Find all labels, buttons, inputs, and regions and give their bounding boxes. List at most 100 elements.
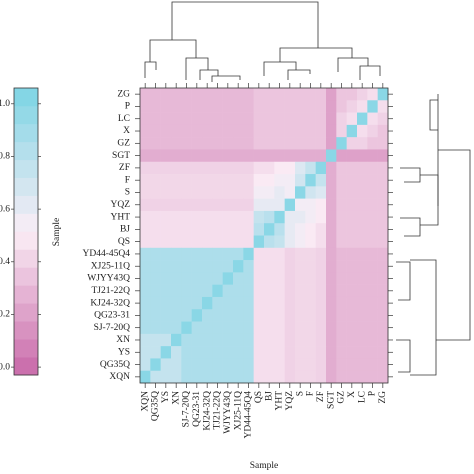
heat-cell	[202, 296, 213, 310]
heat-cell	[305, 161, 316, 175]
heat-cell	[233, 100, 244, 113]
heat-cell	[295, 333, 306, 347]
heat-cell	[212, 186, 223, 199]
heat-cell	[191, 198, 203, 212]
heat-cell	[181, 235, 192, 249]
heat-cell	[357, 112, 368, 126]
heat-cell	[191, 333, 203, 347]
heat-cell	[212, 260, 223, 273]
heat-cell	[202, 174, 213, 187]
heat-cell	[191, 137, 203, 150]
heat-cell	[377, 370, 389, 384]
heat-cell	[171, 333, 182, 347]
heat-cell	[243, 161, 254, 175]
heat-cell	[305, 112, 316, 126]
heat-cell	[357, 100, 368, 113]
heat-cell	[377, 149, 389, 163]
heat-cell	[284, 333, 296, 347]
heat-cell	[284, 174, 296, 187]
heat-cell	[243, 112, 254, 126]
heat-cell	[150, 124, 161, 138]
heat-cell	[243, 247, 254, 261]
heat-cell	[150, 260, 161, 273]
heat-cell	[233, 309, 244, 322]
heat-cell	[346, 88, 358, 101]
heat-cell	[243, 260, 254, 273]
heat-cell	[212, 358, 223, 372]
heat-cell	[212, 333, 223, 347]
x-tick-label: P	[368, 391, 378, 396]
heat-cell	[181, 284, 192, 298]
heat-cell	[212, 198, 223, 212]
heat-cell	[222, 100, 234, 113]
heat-cell	[243, 284, 254, 298]
heat-cell	[264, 124, 275, 138]
x-axis-title: Sample	[250, 461, 279, 471]
y-tick-label: QG35Q	[100, 360, 130, 370]
heat-cell	[274, 186, 285, 199]
heat-cell	[336, 333, 347, 347]
heat-cell	[274, 112, 285, 126]
heat-cell	[346, 186, 358, 199]
heat-cell	[150, 100, 161, 113]
y-tick-label: XN	[116, 335, 130, 345]
heat-cell	[212, 346, 223, 359]
y-tick-label: BJ	[120, 225, 130, 235]
heat-cell	[264, 198, 275, 212]
heat-cell	[202, 235, 213, 249]
heat-cell	[367, 333, 378, 347]
heat-cell	[243, 309, 254, 322]
heat-cell	[222, 309, 234, 322]
heat-cell	[171, 284, 182, 298]
heat-cell	[305, 149, 316, 163]
x-tick-label: XN	[171, 391, 181, 405]
x-tick-label: BJ	[264, 391, 274, 401]
heat-cell	[150, 272, 161, 285]
heat-cell	[181, 223, 192, 236]
heat-cell	[305, 247, 316, 261]
heat-cell	[222, 88, 234, 101]
heat-cell	[253, 223, 265, 236]
heat-cell	[253, 198, 265, 212]
colorbar-step	[14, 267, 38, 286]
heat-cell	[191, 161, 203, 175]
heat-cell	[140, 235, 151, 249]
heat-cell	[212, 137, 223, 150]
heat-cell	[367, 124, 378, 138]
heat-cell	[326, 235, 337, 249]
heat-cell	[315, 235, 327, 249]
heat-cell	[336, 186, 347, 199]
heat-cell	[274, 321, 285, 335]
heat-cell	[233, 124, 244, 138]
heat-cell	[191, 100, 203, 113]
heat-cell	[357, 223, 368, 236]
heat-cell	[336, 137, 347, 150]
heat-cell	[212, 161, 223, 175]
heat-cell	[305, 88, 316, 101]
heat-cell	[326, 100, 337, 113]
heat-cell	[284, 358, 296, 372]
heat-cell	[295, 174, 306, 187]
heat-cell	[326, 198, 337, 212]
heat-cell	[222, 124, 234, 138]
heat-cell	[140, 272, 151, 285]
heat-cell	[150, 346, 161, 359]
heat-cell	[336, 88, 347, 101]
x-tick-label: ZF	[316, 391, 326, 402]
heat-cell	[274, 223, 285, 236]
heat-cell	[367, 358, 378, 372]
heat-cell	[243, 124, 254, 138]
y-tick-label: P	[125, 102, 130, 112]
colorbar-step	[14, 159, 38, 178]
heat-cell	[315, 186, 327, 199]
heat-cell	[357, 309, 368, 322]
colorbar-step	[14, 303, 38, 322]
heat-cell	[336, 272, 347, 285]
heat-cell	[181, 124, 192, 138]
x-tick-label: YS	[161, 391, 171, 403]
heat-cell	[140, 88, 151, 101]
heat-cell	[315, 124, 327, 138]
heat-cell	[160, 100, 172, 113]
heat-cell	[274, 333, 285, 347]
heat-cell	[233, 346, 244, 359]
